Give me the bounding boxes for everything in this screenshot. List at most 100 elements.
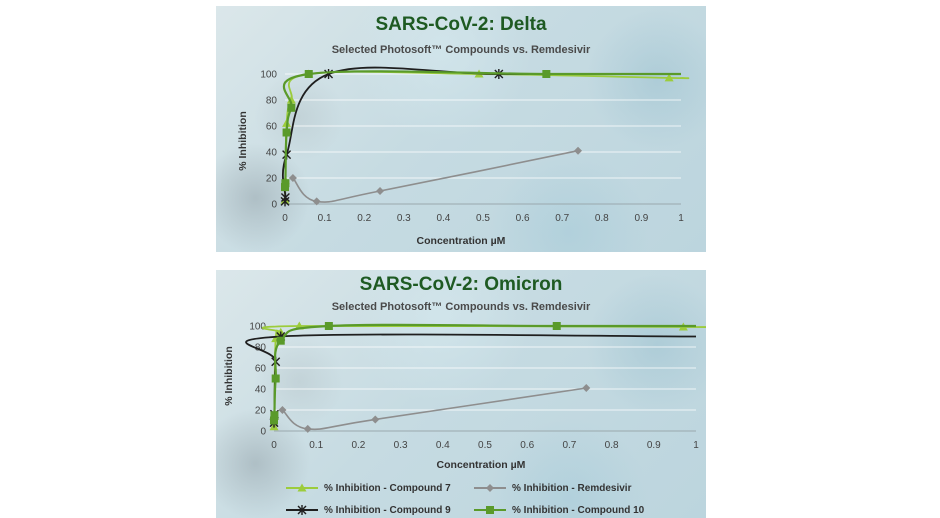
- virus-background: [216, 6, 706, 252]
- series-inhibition-compound-9: [280, 66, 681, 207]
- y-tick-label: 20: [266, 174, 278, 185]
- data-point: [574, 146, 583, 155]
- y-tick-label: 60: [255, 364, 267, 375]
- y-axis-label: % Inhibition: [237, 111, 249, 171]
- data-point: [282, 128, 291, 137]
- series-line: [245, 333, 697, 424]
- x-axis-label: Concentration µM: [437, 459, 526, 471]
- legend-label: % Inhibition - Compound 10: [512, 504, 645, 516]
- delta-chart-panel: SARS-CoV-2: Delta Selected Photosoft™ Co…: [216, 6, 706, 252]
- x-tick-label: 0.4: [436, 213, 450, 224]
- data-point: [664, 73, 674, 82]
- chart-subtitle: Selected Photosoft™ Compounds vs. Remdes…: [332, 301, 591, 313]
- x-tick-label: 0.6: [520, 440, 534, 451]
- x-tick-label: 0: [282, 213, 288, 224]
- x-axis-label: Concentration µM: [417, 235, 506, 247]
- series-line: [261, 324, 706, 428]
- y-tick-label: 100: [249, 322, 266, 333]
- legend-marker: [486, 506, 494, 514]
- legend-swatch: [286, 505, 318, 515]
- series-inhibition-compound-7: [261, 321, 706, 431]
- x-tick-label: 0.3: [394, 440, 408, 451]
- x-tick-label: 0.9: [634, 213, 648, 224]
- data-point: [281, 179, 290, 188]
- series-line: [272, 323, 696, 422]
- data-point: [376, 187, 385, 195]
- series-line: [292, 149, 579, 203]
- data-point: [276, 336, 285, 345]
- data-point: [303, 424, 312, 433]
- x-tick-label: 0.9: [647, 440, 661, 451]
- gridlines: [285, 73, 681, 205]
- x-tick-label: 1: [678, 213, 684, 224]
- data-point: [278, 406, 287, 414]
- data-point: [271, 374, 280, 383]
- series-line: [282, 70, 681, 190]
- x-tick-label: 1: [693, 440, 699, 451]
- x-tick-label: 0.7: [562, 440, 576, 451]
- data-point: [312, 197, 321, 206]
- data-point: [371, 415, 380, 424]
- x-tick-label: 0.7: [555, 213, 569, 224]
- y-axis-label: % Inhibition: [223, 346, 235, 406]
- data-point: [552, 322, 561, 330]
- legend-item-compound-10: % Inhibition - Compound 10: [474, 502, 644, 518]
- x-tick-label: 0.5: [478, 440, 492, 451]
- legend-item-remdesivir: % Inhibition - Remdesivir: [474, 480, 631, 496]
- chart-subtitle: Selected Photosoft™ Compounds vs. Remdes…: [332, 44, 591, 56]
- x-tick-label: 0.8: [605, 440, 619, 451]
- legend-item-compound-7: % Inhibition - Compound 7: [286, 480, 451, 496]
- x-tick-label: 0.2: [357, 213, 371, 224]
- data-point: [287, 103, 296, 112]
- data-point: [304, 70, 313, 78]
- omicron-chart-panel: SARS-CoV-2: Omicron Selected Photosoft™ …: [216, 270, 706, 518]
- series-line: [284, 70, 690, 201]
- legend-swatch: [474, 506, 506, 514]
- y-tick-label: 100: [260, 70, 277, 81]
- y-tick-label: 40: [255, 385, 267, 396]
- y-tick-label: 80: [255, 343, 267, 354]
- data-point: [286, 95, 296, 104]
- series-inhibition-remdesivir: [288, 146, 583, 206]
- x-tick-label: 0.1: [318, 213, 332, 224]
- legend-item-compound-9: % Inhibition - Compound 9: [286, 502, 451, 518]
- data-point: [288, 174, 297, 182]
- legend-swatch: [474, 484, 506, 492]
- series-inhibition-remdesivir: [278, 383, 591, 433]
- data-point: [542, 70, 551, 78]
- series-line: [281, 66, 681, 204]
- legend-label: % Inhibition - Compound 7: [324, 482, 451, 494]
- data-point: [270, 411, 279, 420]
- x-tick-label: 0.2: [351, 440, 365, 451]
- series-inhibition-compound-9: [245, 331, 697, 428]
- y-tick-label: 0: [271, 200, 277, 211]
- legend-swatch: [286, 483, 318, 492]
- gridlines: [274, 325, 696, 432]
- x-tick-label: 0.1: [309, 440, 323, 451]
- delta-chart: SARS-CoV-2: Delta Selected Photosoft™ Co…: [237, 14, 690, 247]
- chart-title: SARS-CoV-2: Delta: [375, 14, 546, 35]
- legend-marker: [297, 483, 307, 492]
- chart-legend: % Inhibition - Compound 7 % Inhibition -…: [256, 478, 706, 518]
- data-point: [324, 322, 333, 330]
- y-tick-label: 80: [266, 96, 278, 107]
- x-tick-label: 0.6: [516, 213, 530, 224]
- legend-label: % Inhibition - Compound 9: [324, 504, 451, 516]
- x-tick-label: 0: [271, 440, 277, 451]
- data-point: [270, 416, 278, 425]
- legend-marker: [486, 484, 494, 492]
- y-tick-label: 40: [266, 148, 278, 159]
- data-point: [280, 192, 290, 203]
- y-tick-label: 60: [266, 122, 278, 133]
- series-inhibition-compound-10: [281, 70, 681, 192]
- series-inhibition-compound-10: [270, 322, 696, 425]
- x-tick-label: 0.3: [397, 213, 411, 224]
- legend-label: % Inhibition - Remdesivir: [512, 482, 632, 494]
- series-line: [281, 387, 587, 431]
- x-tick-label: 0.8: [595, 213, 609, 224]
- omicron-chart: SARS-CoV-2: Omicron Selected Photosoft™ …: [223, 274, 706, 471]
- virus-background: [216, 270, 706, 518]
- x-tick-label: 0.5: [476, 213, 490, 224]
- y-tick-label: 0: [260, 427, 266, 438]
- data-point: [582, 383, 591, 392]
